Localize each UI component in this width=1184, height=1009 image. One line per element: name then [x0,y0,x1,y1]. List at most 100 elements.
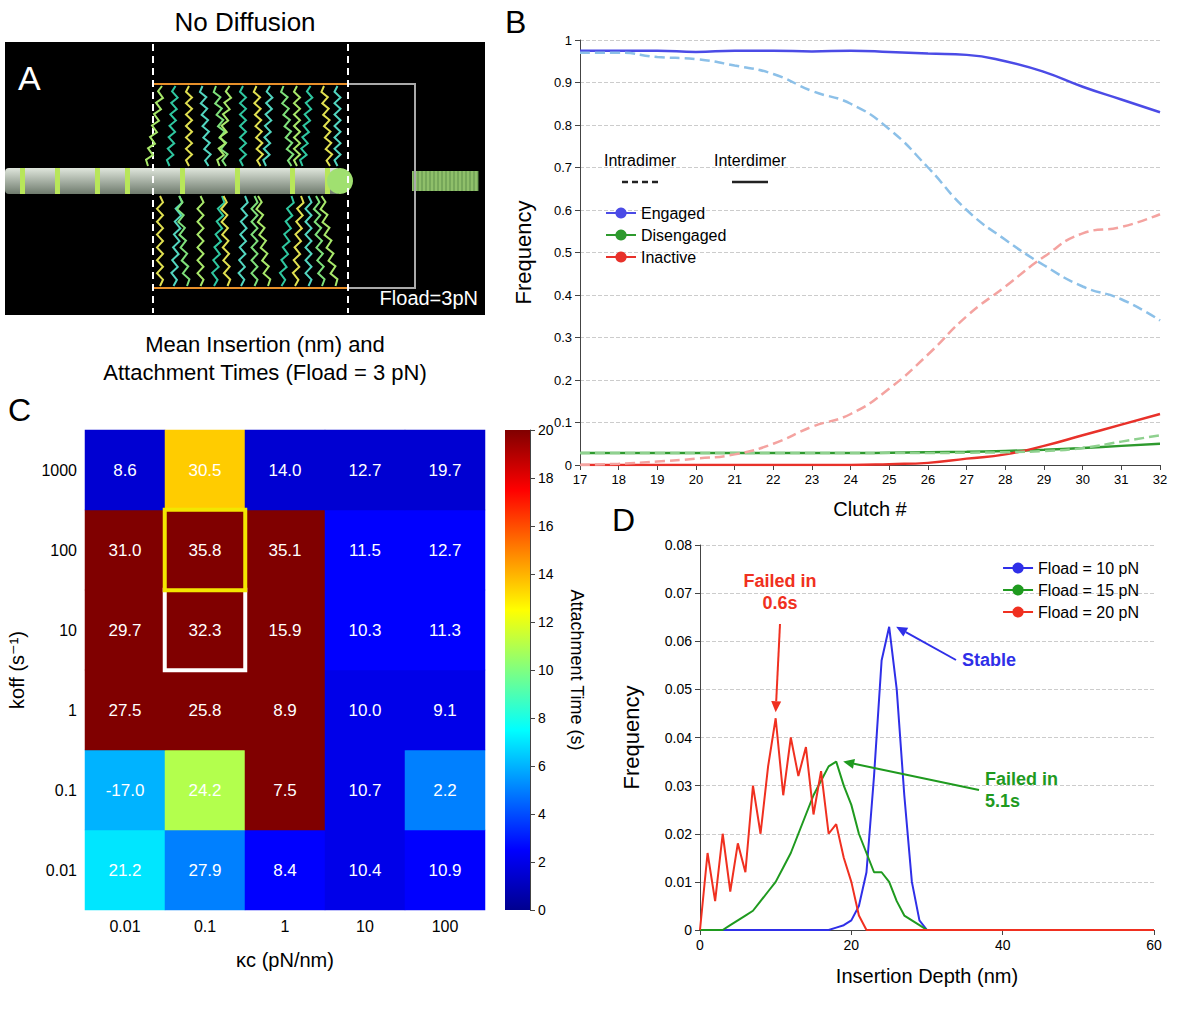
svg-text:25: 25 [882,472,896,487]
svg-text:C: C [8,392,31,428]
svg-text:Stable: Stable [962,650,1016,670]
svg-text:Clutch #: Clutch # [833,498,907,520]
svg-text:16: 16 [538,518,554,534]
svg-text:-17.0: -17.0 [106,781,145,800]
svg-text:12.7: 12.7 [348,461,381,480]
svg-text:0.6s: 0.6s [762,593,797,613]
svg-text:26: 26 [921,472,935,487]
svg-text:17: 17 [573,472,587,487]
svg-text:1: 1 [68,702,77,719]
svg-text:10: 10 [356,918,374,935]
svg-text:32.3: 32.3 [188,621,221,640]
svg-text:0.01: 0.01 [46,862,77,879]
svg-text:0.02: 0.02 [665,826,692,842]
svg-text:28: 28 [998,472,1012,487]
svg-text:koff (s⁻¹): koff (s⁻¹) [6,631,28,709]
svg-text:0.6: 0.6 [554,203,572,218]
svg-text:0.1: 0.1 [194,918,216,935]
svg-text:0.05: 0.05 [665,681,692,697]
svg-text:29.7: 29.7 [108,621,141,640]
svg-text:100: 100 [432,918,459,935]
svg-text:Interdimer: Interdimer [714,152,787,169]
svg-text:35.8: 35.8 [188,541,221,560]
svg-text:27: 27 [959,472,973,487]
svg-text:30: 30 [1075,472,1089,487]
svg-text:No Diffusion: No Diffusion [174,7,315,37]
svg-text:29: 29 [1037,472,1051,487]
svg-text:2: 2 [538,854,546,870]
svg-text:0.01: 0.01 [665,874,692,890]
svg-text:Fload = 10 pN: Fload = 10 pN [1038,560,1139,577]
svg-text:0.1: 0.1 [554,415,572,430]
svg-text:Failed in: Failed in [743,571,816,591]
svg-text:8.9: 8.9 [273,701,297,720]
svg-text:Failed in: Failed in [985,769,1058,789]
svg-text:25.8: 25.8 [188,701,221,720]
svg-text:Fload = 20 pN: Fload = 20 pN [1038,604,1139,621]
svg-text:Inactive: Inactive [641,249,696,266]
svg-text:0.2: 0.2 [554,373,572,388]
svg-text:11.5: 11.5 [349,541,381,560]
svg-text:A: A [18,59,41,97]
svg-text:0.03: 0.03 [665,778,692,794]
svg-text:Fload=3pN: Fload=3pN [380,287,478,309]
svg-text:12: 12 [538,614,554,630]
svg-text:Mean Insertion (nm) and: Mean Insertion (nm) and [145,332,385,357]
svg-text:21.2: 21.2 [108,861,141,880]
svg-text:0.7: 0.7 [554,160,572,175]
svg-text:κc (pN/nm): κc (pN/nm) [236,949,334,971]
svg-text:7.5: 7.5 [273,781,297,800]
svg-text:10.0: 10.0 [348,701,381,720]
svg-text:0.1: 0.1 [55,782,77,799]
svg-text:24.2: 24.2 [188,781,221,800]
svg-text:20: 20 [689,472,703,487]
svg-text:27.5: 27.5 [108,701,141,720]
svg-text:21: 21 [727,472,741,487]
svg-text:0: 0 [684,922,692,938]
svg-text:31: 31 [1114,472,1128,487]
svg-text:0.4: 0.4 [554,288,572,303]
svg-text:4: 4 [538,806,546,822]
svg-text:0.07: 0.07 [665,585,692,601]
svg-text:1000: 1000 [41,462,77,479]
svg-text:8: 8 [538,710,546,726]
svg-text:Engaged: Engaged [641,205,705,222]
svg-text:18: 18 [538,470,554,486]
svg-text:27.9: 27.9 [188,861,221,880]
svg-text:0.08: 0.08 [665,537,692,553]
svg-text:10: 10 [59,622,77,639]
svg-text:Frequency: Frequency [619,686,644,790]
svg-text:Frequency: Frequency [511,201,536,305]
svg-text:Attachment Time (s): Attachment Time (s) [567,589,587,750]
svg-text:14: 14 [538,566,554,582]
svg-text:60: 60 [1146,937,1162,953]
svg-text:0.01: 0.01 [109,918,140,935]
svg-text:8.6: 8.6 [113,461,137,480]
svg-text:0: 0 [696,937,704,953]
svg-text:2.2: 2.2 [433,781,457,800]
svg-text:24: 24 [843,472,857,487]
svg-text:10.9: 10.9 [428,861,461,880]
svg-text:19: 19 [650,472,664,487]
svg-text:Disengaged: Disengaged [641,227,726,244]
svg-text:6: 6 [538,758,546,774]
svg-text:12.7: 12.7 [428,541,461,560]
svg-text:22: 22 [766,472,780,487]
svg-text:D: D [612,502,635,538]
svg-text:5.1s: 5.1s [985,791,1020,811]
svg-text:30.5: 30.5 [188,461,221,480]
svg-text:20: 20 [844,937,860,953]
svg-text:20: 20 [538,422,554,438]
svg-text:0: 0 [565,458,572,473]
svg-text:10.4: 10.4 [348,861,381,880]
svg-text:10.7: 10.7 [348,781,381,800]
svg-text:19.7: 19.7 [428,461,461,480]
svg-text:32: 32 [1153,472,1167,487]
svg-text:1: 1 [281,918,290,935]
svg-text:8.4: 8.4 [273,861,297,880]
svg-text:0.5: 0.5 [554,245,572,260]
svg-text:10: 10 [538,662,554,678]
svg-text:35.1: 35.1 [268,541,301,560]
svg-text:0.8: 0.8 [554,118,572,133]
svg-text:0: 0 [538,902,546,918]
